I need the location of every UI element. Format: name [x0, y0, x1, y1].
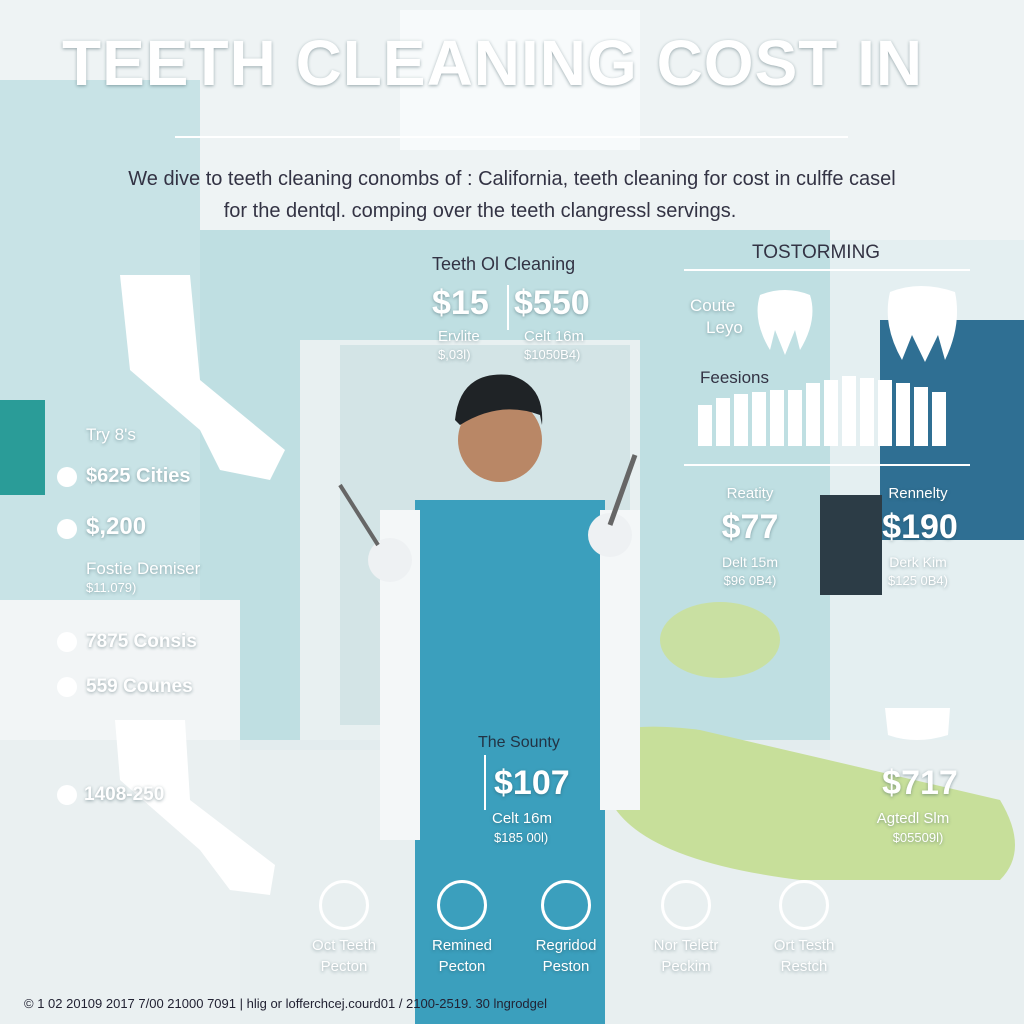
section-heading: The Sounty	[478, 734, 560, 751]
title: TEETH CLEANING COST IN	[62, 27, 924, 99]
icon-label: Pecton	[320, 958, 368, 975]
intro-line: for the dentql. comping over the teeth c…	[223, 200, 737, 222]
bullet	[57, 677, 77, 697]
intro-line: We dive to teeth cleaning conombs of : C…	[128, 168, 896, 190]
price-label: Celt 16m	[524, 328, 585, 345]
list-item: $,200	[86, 513, 147, 540]
price-label: Reatity	[726, 485, 774, 502]
bullet	[57, 632, 77, 652]
price-sub: $125 0B4)	[888, 573, 948, 588]
tooth-label: Leyo	[706, 318, 743, 337]
note: Fostie Demiser	[86, 559, 201, 578]
list-item: 559 Counes	[86, 676, 193, 697]
price: $15	[432, 284, 489, 322]
price-sub: $1050B4)	[524, 347, 581, 362]
price-sub: Agtedl Slm	[876, 810, 950, 827]
price-label: Rennelty	[888, 485, 948, 502]
price-sub: Derk Kim	[889, 554, 947, 570]
icon-label: Oct Teeth	[312, 937, 376, 954]
section-heading: Teeth Ol Cleaning	[432, 254, 576, 274]
price-sub: $96 0B4)	[723, 573, 777, 588]
section-heading: TOSTORMING	[752, 242, 881, 263]
icon	[437, 880, 487, 930]
icon	[661, 880, 711, 930]
icon-label: Remined	[431, 937, 493, 954]
icon-label: Restch	[780, 958, 828, 975]
price-sub: Celt 16m	[492, 810, 553, 827]
section-heading: Try 8's	[86, 425, 136, 444]
chart-label: Feesions	[700, 368, 769, 387]
price: $550	[514, 284, 590, 322]
price: $717	[882, 764, 958, 802]
icon-label: Ort Testh	[773, 937, 835, 954]
list-item: $625 Cities	[86, 465, 191, 487]
price: $190	[882, 508, 958, 546]
price-sub: $185 00l)	[494, 830, 549, 845]
note: $11.079)	[86, 580, 137, 595]
price: $77	[721, 508, 779, 546]
icon-label: Peston	[542, 958, 590, 975]
icon-label: Peckim	[661, 958, 711, 975]
tooth-label: Coute	[690, 296, 736, 315]
price-sub: Delt 15m	[721, 554, 779, 570]
icon-label: Regridod	[535, 937, 597, 954]
icon-label: Nor Teletr	[653, 937, 719, 954]
list-item: 7875 Consis	[86, 631, 197, 652]
bullet	[57, 785, 77, 805]
icon	[779, 880, 829, 930]
price-label: Ervlite	[438, 328, 480, 345]
bullet	[57, 467, 77, 487]
footer: © 1 02 20109 2017 7/00 21000 7091 | hlig…	[24, 996, 548, 1011]
bullet	[57, 519, 77, 539]
price-sub: $05509l)	[892, 830, 944, 845]
price: $107	[494, 764, 570, 802]
icon	[541, 880, 591, 930]
icon	[319, 880, 369, 930]
list-item: 1408-250	[84, 784, 165, 805]
price-sub: $,03l)	[438, 347, 471, 362]
icon-label: Pecton	[438, 958, 486, 975]
